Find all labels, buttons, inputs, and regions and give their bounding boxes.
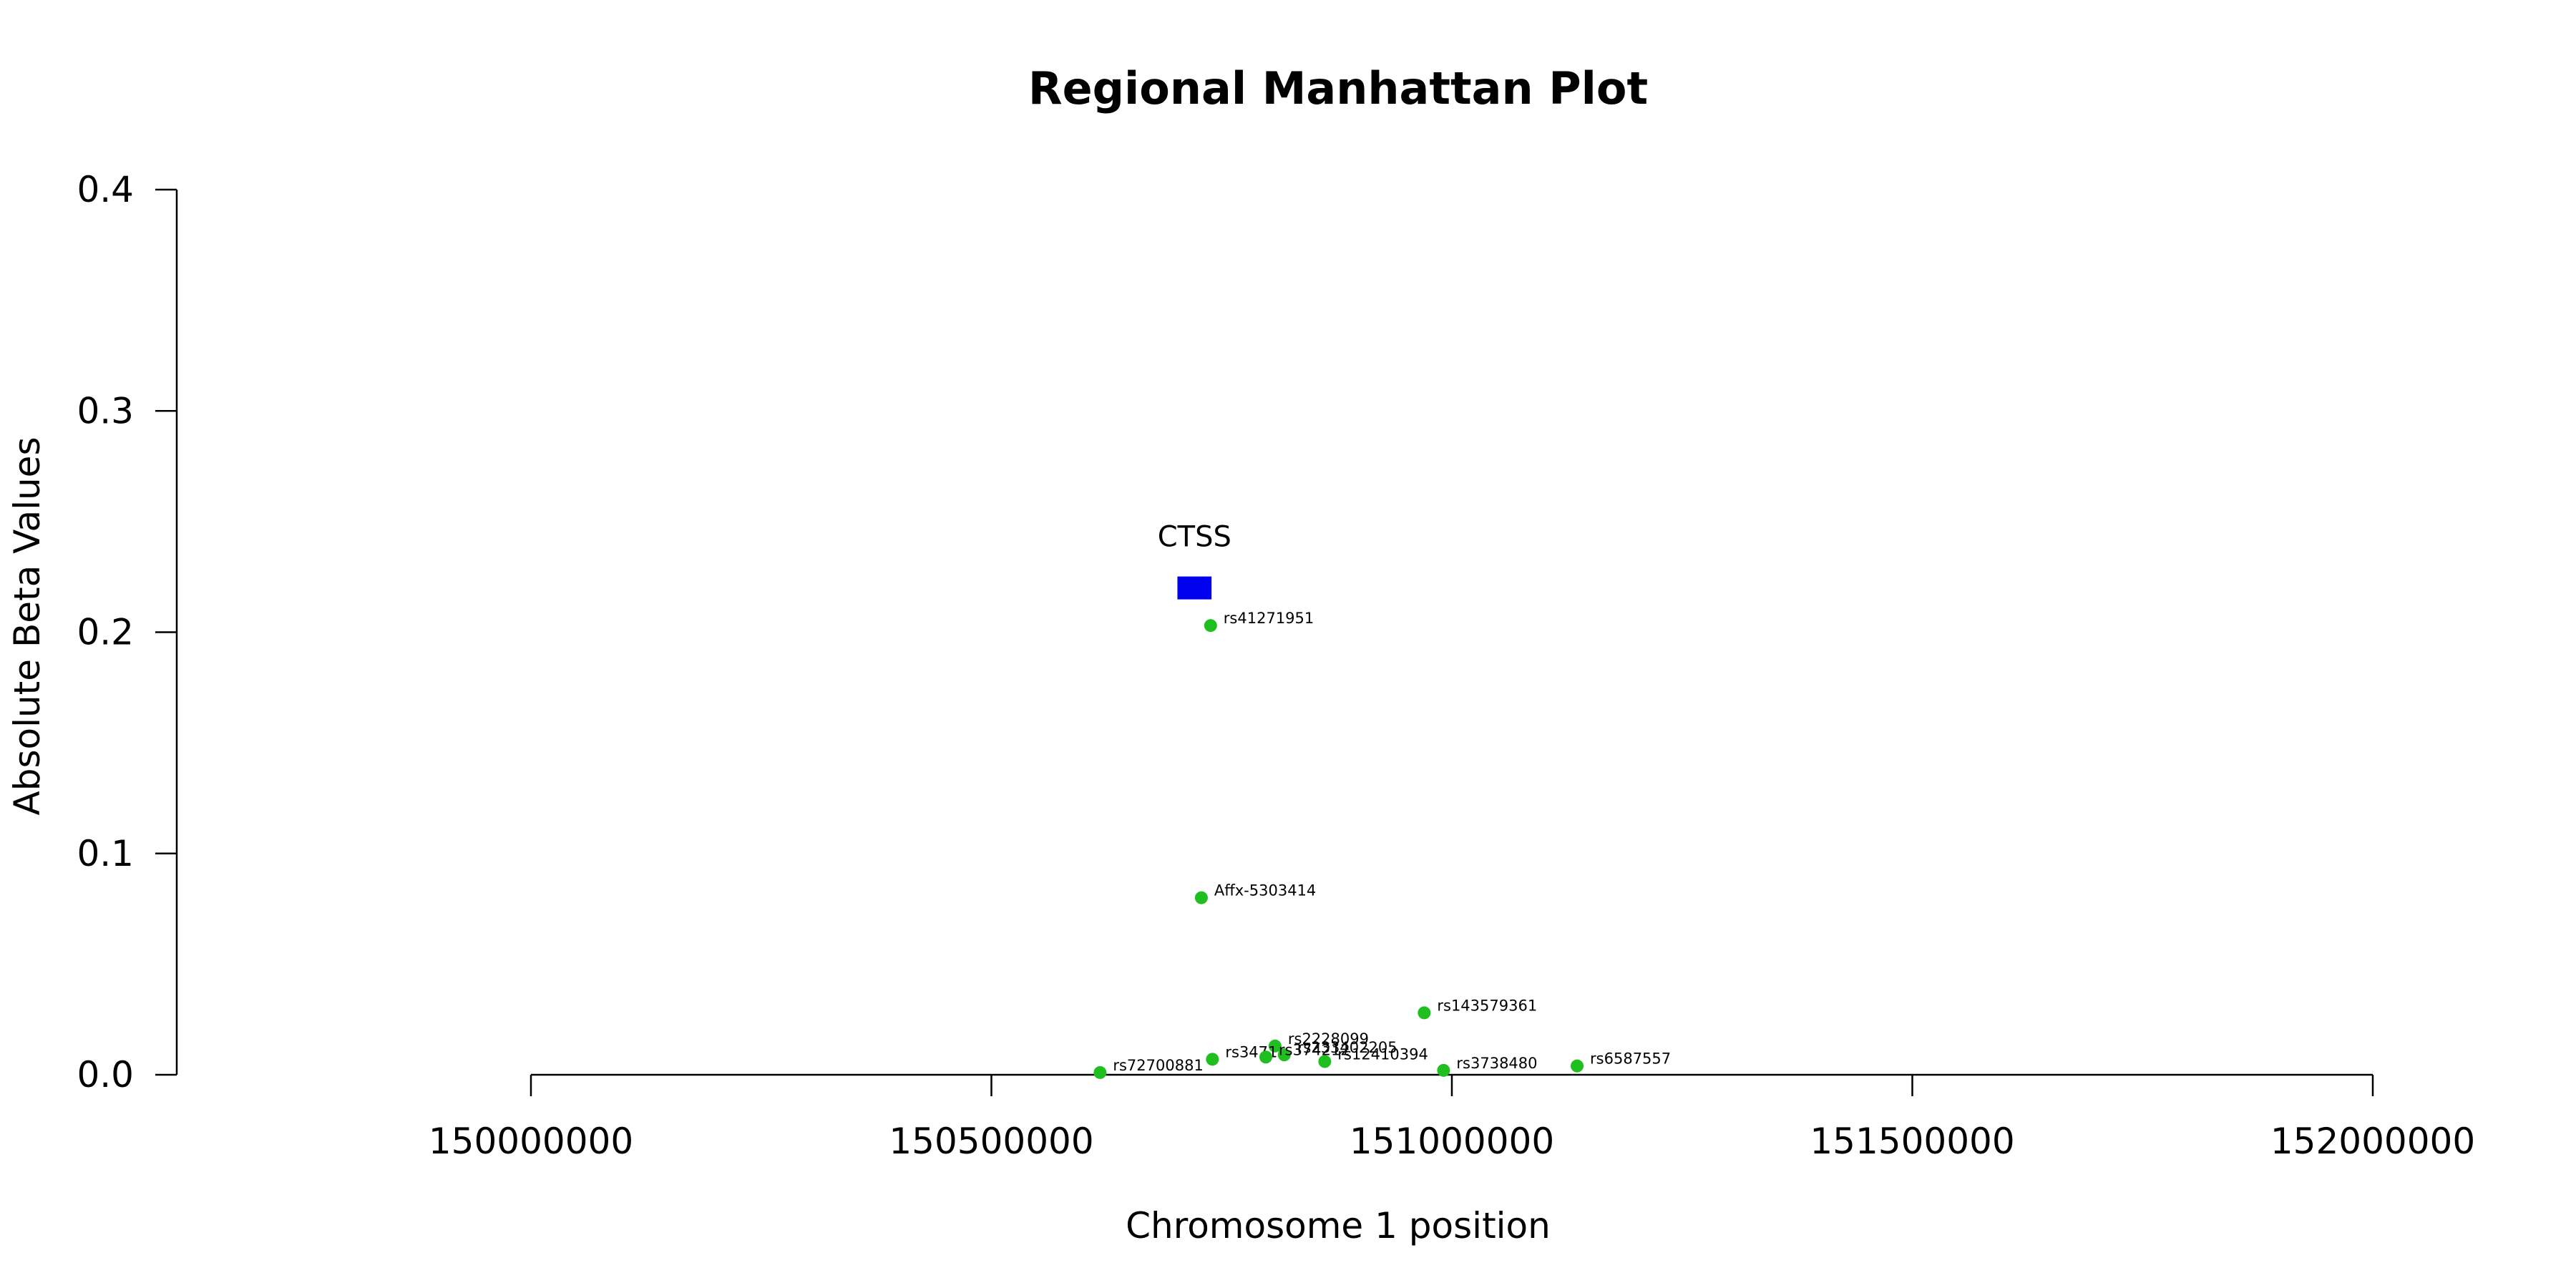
x-tick-label: 150500000: [889, 1121, 1093, 1162]
point-label: rs233402205: [1297, 1039, 1397, 1056]
data-point: [1206, 1053, 1219, 1066]
point-label: rs72700881: [1113, 1057, 1203, 1074]
point-label: rs3738480: [1456, 1055, 1537, 1072]
x-tick-label: 150000000: [429, 1121, 633, 1162]
data-point: [1418, 1006, 1431, 1020]
data-point: [1437, 1063, 1450, 1077]
point-label: Affx-5303414: [1214, 882, 1316, 899]
data-point: [1093, 1065, 1107, 1079]
y-tick-label: 0.1: [77, 833, 134, 874]
gene-label: CTSS: [1158, 521, 1231, 554]
point-label: rs41271951: [1224, 610, 1314, 627]
data-point: [1571, 1059, 1584, 1073]
data-point: [1318, 1055, 1332, 1068]
point-label: rs143579361: [1437, 997, 1537, 1014]
data-point: [1277, 1048, 1291, 1062]
x-axis: 150000000 150500000 151000000 151500000 1520…: [429, 1073, 2475, 1162]
x-tick-label: 151000000: [1350, 1121, 1554, 1162]
point-label: rs2228099: [1288, 1030, 1369, 1048]
point-label: rs6587557: [1590, 1050, 1671, 1068]
data-point: [1204, 619, 1217, 633]
y-tick-label: 0.0: [77, 1054, 134, 1096]
points-layer: rs41271951 Affx-5303414 rs143579361 rs22280…: [1093, 610, 1671, 1079]
data-point: [1259, 1050, 1273, 1064]
data-point: [1268, 1039, 1282, 1053]
x-tick-label: 152000000: [2270, 1121, 2475, 1162]
y-tick-label: 0.2: [77, 612, 134, 653]
y-tick-label: 0.4: [77, 169, 134, 210]
data-point: [1194, 891, 1208, 904]
x-axis-label: Chromosome 1 position: [1126, 1205, 1551, 1246]
x-tick-label: 151500000: [1810, 1121, 2014, 1162]
point-label: rs374212: [1279, 1041, 1350, 1058]
y-axis-label: Absolute Beta Values: [6, 437, 48, 816]
gene-block: [1177, 576, 1212, 600]
gene-layer: CTSS: [1158, 521, 1231, 600]
y-tick-label: 0.3: [77, 390, 134, 431]
point-label: rs12410394: [1337, 1045, 1428, 1063]
y-axis: 0.0 0.1 0.2 0.3 0.4: [77, 169, 178, 1096]
chart-title: Regional Manhattan Plot: [1028, 62, 1648, 114]
